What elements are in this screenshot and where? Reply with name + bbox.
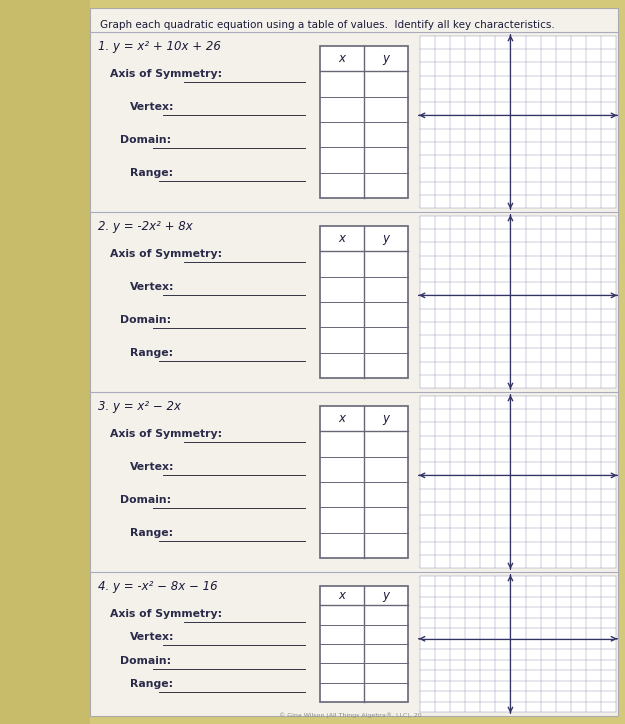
Text: y: y bbox=[382, 52, 389, 65]
Text: 1. y = x² + 10x + 26: 1. y = x² + 10x + 26 bbox=[98, 40, 221, 53]
Text: Graph each quadratic equation using a table of values.  Identify all key charact: Graph each quadratic equation using a ta… bbox=[100, 20, 555, 30]
Text: Vertex:: Vertex: bbox=[130, 633, 174, 642]
Text: Vertex:: Vertex: bbox=[130, 102, 174, 112]
Text: Domain:: Domain: bbox=[120, 494, 171, 505]
Bar bbox=[320, 586, 408, 702]
Bar bbox=[0, 0, 90, 724]
Text: 2. y = -2x² + 8x: 2. y = -2x² + 8x bbox=[98, 220, 192, 233]
Text: x: x bbox=[339, 52, 346, 65]
Text: y: y bbox=[382, 589, 389, 602]
Bar bbox=[420, 396, 616, 568]
Bar bbox=[320, 406, 408, 558]
Text: Range:: Range: bbox=[130, 679, 173, 689]
Text: x: x bbox=[339, 589, 346, 602]
Text: Axis of Symmetry:: Axis of Symmetry: bbox=[110, 429, 222, 439]
Bar bbox=[320, 46, 408, 198]
Text: Axis of Symmetry:: Axis of Symmetry: bbox=[110, 609, 222, 619]
Text: Range:: Range: bbox=[130, 528, 173, 538]
Text: y: y bbox=[382, 232, 389, 245]
Text: Domain:: Domain: bbox=[120, 315, 171, 325]
Text: Range:: Range: bbox=[130, 168, 173, 177]
Text: © Gina Wilson (All Things Algebra®, LLC), 20: © Gina Wilson (All Things Algebra®, LLC)… bbox=[279, 712, 421, 718]
Text: Range:: Range: bbox=[130, 348, 173, 358]
Text: x: x bbox=[339, 232, 346, 245]
Text: Vertex:: Vertex: bbox=[130, 462, 174, 472]
Bar bbox=[420, 576, 616, 712]
Text: 4. y = -x² − 8x − 16: 4. y = -x² − 8x − 16 bbox=[98, 580, 218, 593]
Text: x: x bbox=[339, 412, 346, 425]
Bar bbox=[420, 216, 616, 388]
Text: Axis of Symmetry:: Axis of Symmetry: bbox=[110, 69, 222, 79]
Text: y: y bbox=[382, 412, 389, 425]
Text: Domain:: Domain: bbox=[120, 656, 171, 666]
Text: 3. y = x² − 2x: 3. y = x² − 2x bbox=[98, 400, 181, 413]
Bar bbox=[90, 8, 618, 716]
Text: Vertex:: Vertex: bbox=[130, 282, 174, 292]
Bar bbox=[420, 36, 616, 208]
Text: Axis of Symmetry:: Axis of Symmetry: bbox=[110, 249, 222, 259]
Bar bbox=[320, 226, 408, 378]
Text: Domain:: Domain: bbox=[120, 135, 171, 145]
